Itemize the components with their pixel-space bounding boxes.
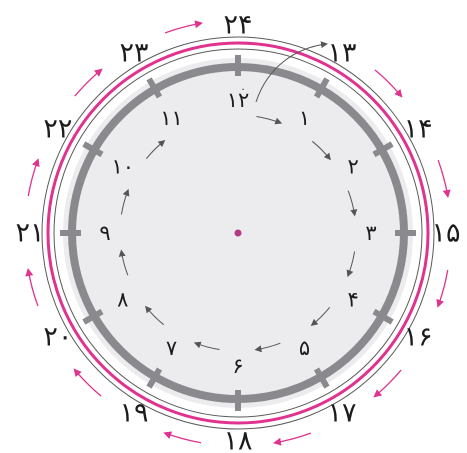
center-dot [234,229,242,237]
outer-thin-ring [41,36,435,430]
outer-arrows [25,20,451,446]
inner-hour-label: ۲ [348,155,359,179]
hour-tick [372,141,394,158]
outer-arrow [73,368,102,397]
inner-arrow [310,306,331,326]
outer-hour-label: ۲۱ [15,218,44,249]
outer-hour-label: ۲۴ [223,10,252,41]
outer-hour-label: ۱۶ [404,322,433,353]
arrow-12-to-13 [255,41,328,103]
outer-arrow [74,68,103,97]
inner-hour-label: ۱۱ [160,106,183,130]
hour-tick [146,367,163,389]
inner-hour-label: ۵ [299,336,310,360]
outer-hour-label: ۱۷ [327,398,356,429]
outer-arrow [374,69,403,98]
hour-tick [82,141,104,158]
outer-hour-label: ۱۴ [404,114,433,145]
inner-arrow [145,140,166,160]
inner-arrow [118,249,129,276]
inner-arrow [145,305,165,326]
outer-hour-label: ۱۳ [327,37,356,68]
inner-arrow [120,188,130,215]
inner-arrow [256,115,283,125]
outer-arrow [25,268,39,307]
inner-arrow [193,341,220,351]
inner-arrow [254,342,281,353]
inner-hour-label: ۸ [117,288,128,312]
outer-hour-label: ۲۳ [119,37,148,68]
inner-arrow [347,190,358,217]
hour-tick [313,367,330,389]
outer-arrow [163,431,202,444]
hour-tick [82,308,104,325]
inner-hour-label: ۷ [166,336,177,360]
outer-arrow [437,159,451,198]
inner-hour-label: ۶ [232,354,243,378]
inner-hour-label: ۱۲ [227,88,250,112]
outer-arrow [436,269,449,308]
inner-hour-label: ۱ [299,106,310,130]
outer-hour-label: ۱۵ [431,218,460,249]
hour-tick [146,77,163,99]
hour-ticks [60,55,416,411]
outer-arrow [273,432,312,446]
inner-arrow [346,251,356,278]
outer-hour-label: ۲۰ [43,322,72,353]
inner-arrows [118,115,358,353]
outer-arrow [373,369,402,398]
inner-hour-label: ۳ [365,221,376,245]
outer-arrow [27,158,40,197]
outer-hour-label: ۱۹ [119,398,148,429]
inner-hour-label: ۱۰ [112,155,135,179]
outer-hour-label: ۲۲ [43,114,72,145]
start-mark: ۰ [240,84,245,95]
inner-hour-label: ۹ [99,221,110,245]
outer-hour-label: ۱۸ [223,426,252,453]
hour-tick [372,308,394,325]
hour-tick [313,77,330,99]
inner-hour-label: ۴ [348,288,359,312]
outer-arrow [164,20,203,34]
inner-arrow [311,140,331,161]
